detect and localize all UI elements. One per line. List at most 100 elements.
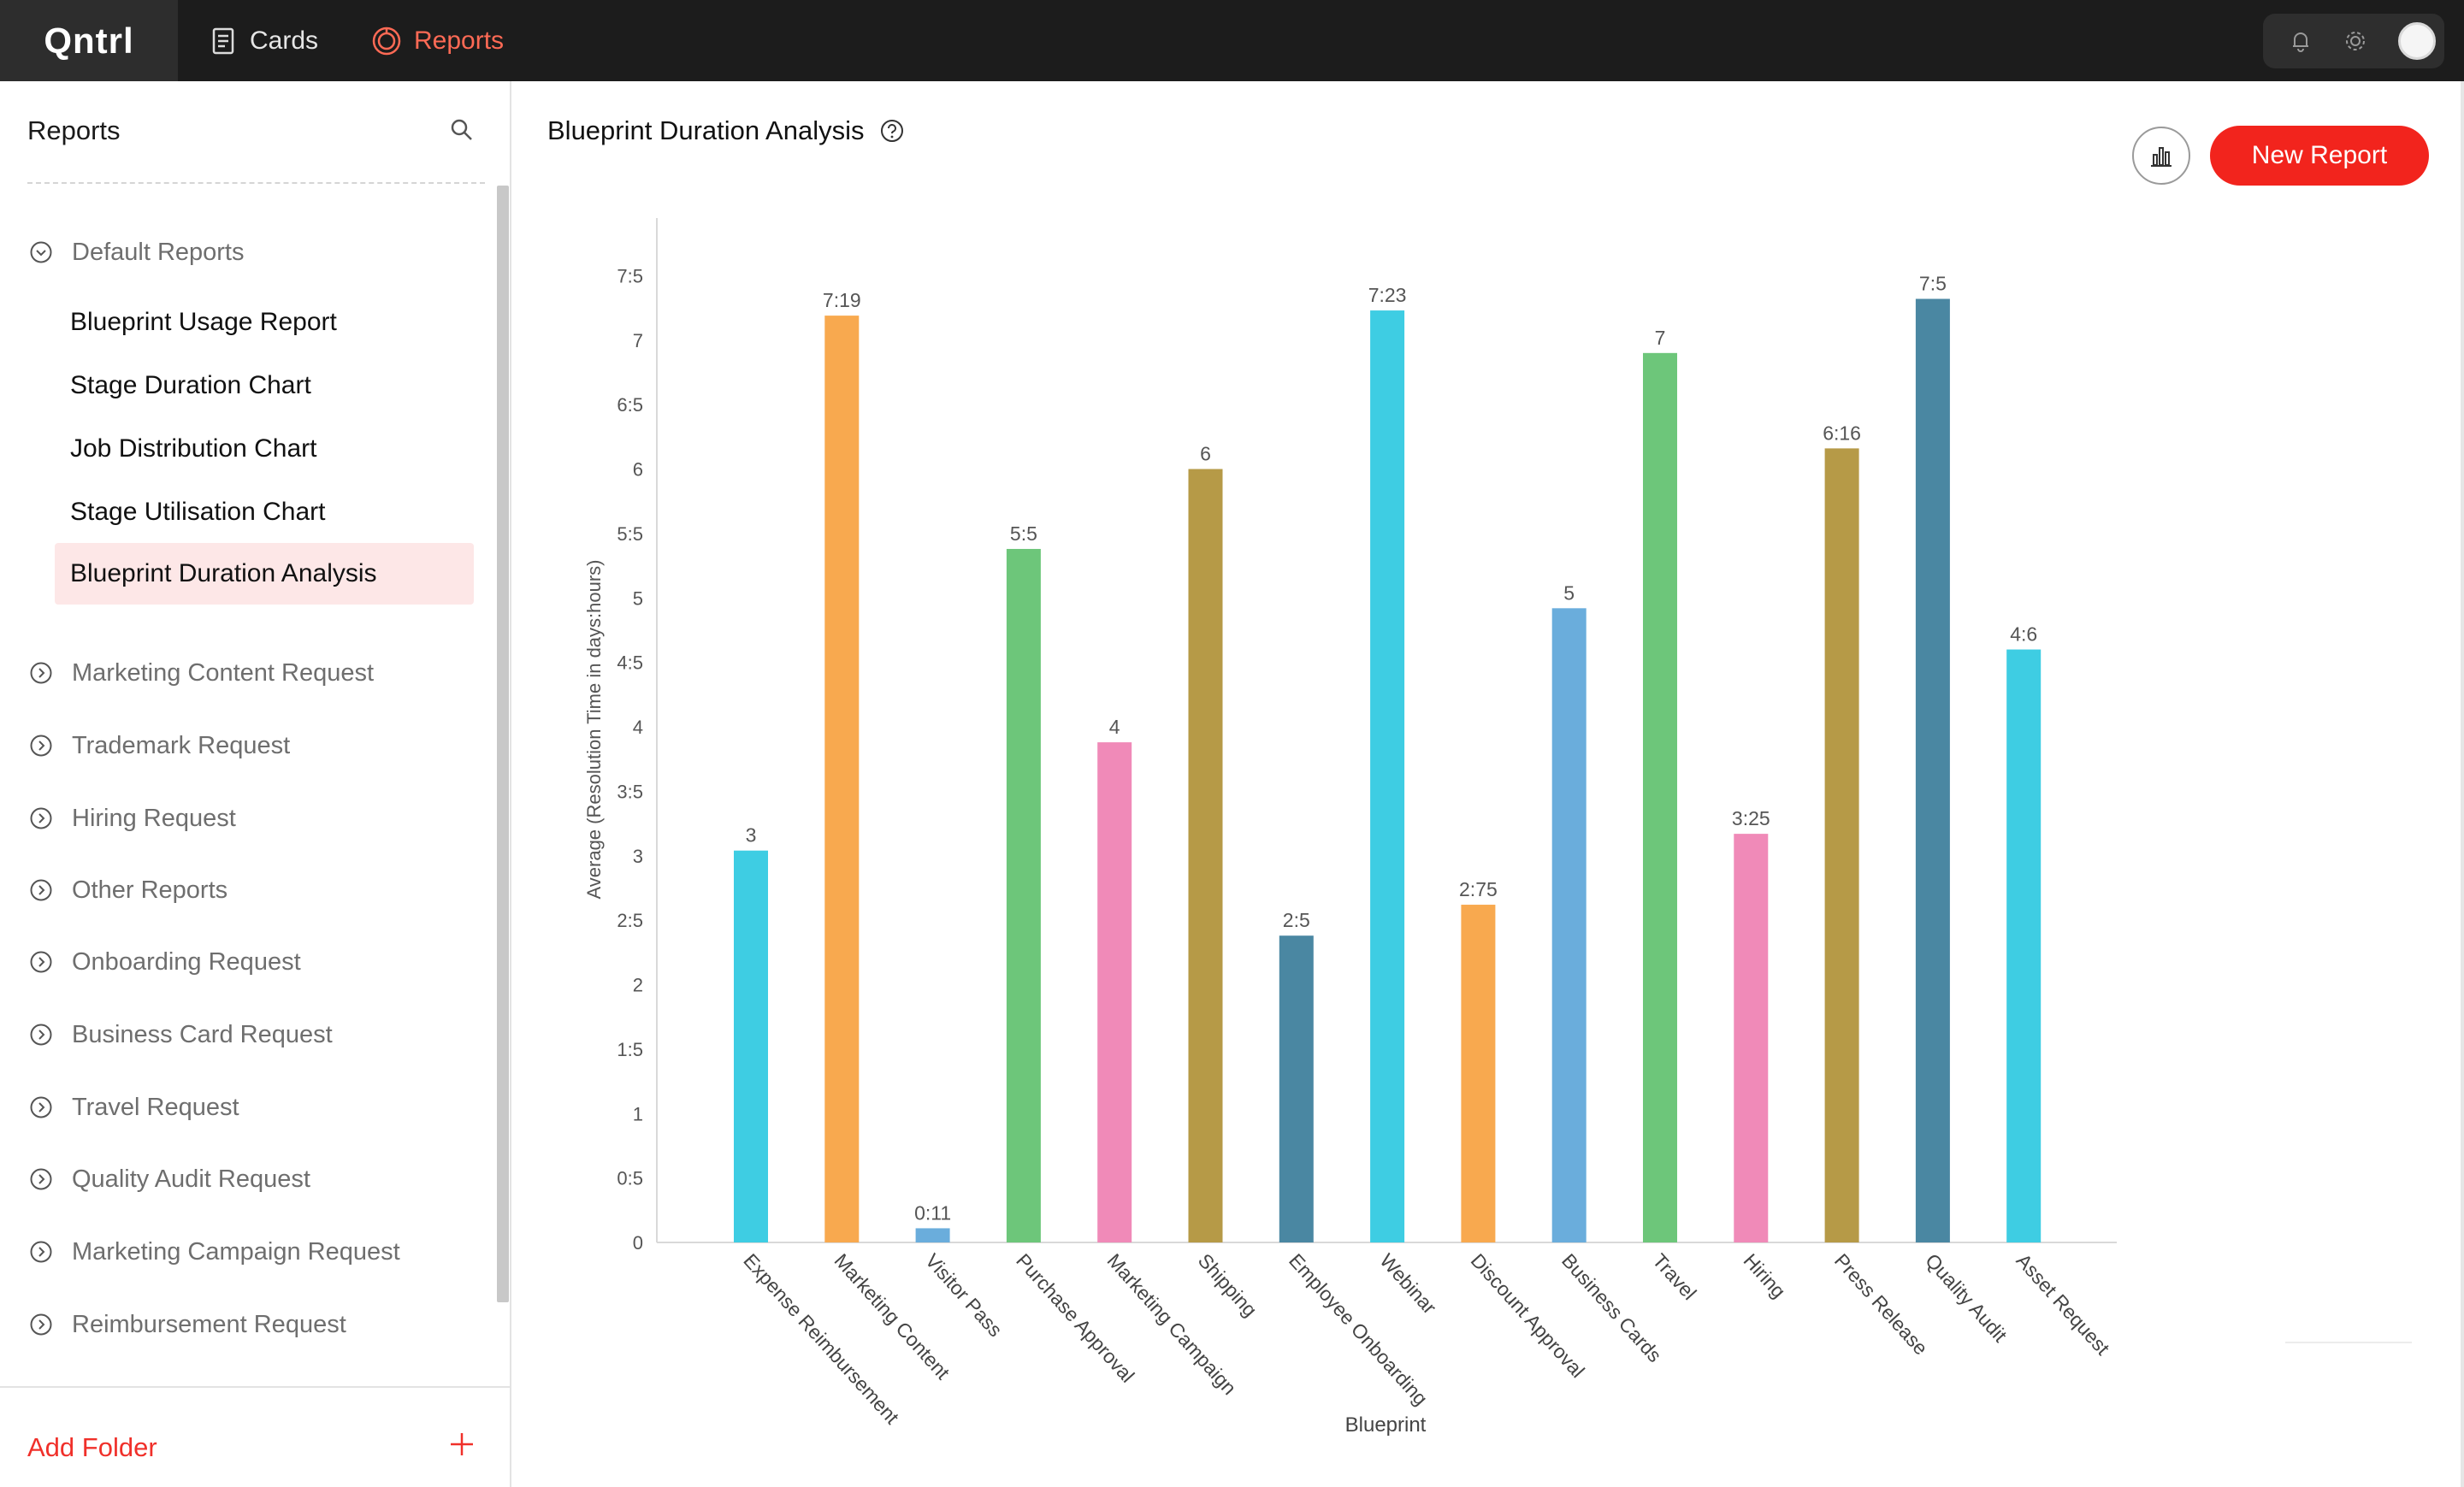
- folder-label: Hiring Request: [72, 804, 236, 832]
- help-icon[interactable]: [879, 118, 905, 144]
- bar-value-label: 4:6: [2010, 623, 2037, 646]
- plus-icon[interactable]: [448, 1431, 476, 1462]
- bar: [915, 1228, 950, 1242]
- bar-value-label: 7: [1655, 327, 1666, 349]
- y-tick-label: 6: [633, 459, 643, 481]
- report-item-label: Stage Duration Chart: [70, 371, 311, 399]
- chevron-right-icon: [30, 662, 52, 684]
- y-tick-label: 6:5: [617, 394, 643, 416]
- folder-reimbursement[interactable]: Reimbursement Request: [29, 1307, 346, 1342]
- x-axis-title: Blueprint: [1345, 1413, 1427, 1437]
- bar-value-label: 2:75: [1459, 878, 1498, 900]
- bar: [734, 850, 768, 1242]
- folder-other-reports[interactable]: Other Reports: [29, 873, 227, 907]
- y-tick-label: 4:5: [617, 652, 643, 674]
- reports-icon: [372, 27, 401, 55]
- report-item-stage-duration[interactable]: Stage Duration Chart: [55, 355, 474, 416]
- report-item-label: Stage Utilisation Chart: [70, 498, 326, 526]
- logo-text: Qntrl: [44, 20, 134, 61]
- bar: [1279, 935, 1314, 1242]
- folder-default-reports[interactable]: Default Reports: [29, 235, 245, 269]
- sidebar-footer: Add Folder: [0, 1386, 510, 1487]
- top-tools: [2263, 14, 2444, 68]
- cards-icon: [212, 27, 234, 54]
- folder-label: Marketing Content Request: [72, 658, 375, 687]
- bar-value-label: 2:5: [1283, 909, 1310, 931]
- chevron-right-icon: [30, 1096, 52, 1118]
- bar: [1643, 352, 1677, 1243]
- add-folder-button[interactable]: Add Folder: [27, 1432, 157, 1462]
- bar-value-label: 5:5: [1010, 522, 1037, 545]
- bar-value-label: 4: [1109, 716, 1120, 738]
- x-tick-label: Travel: [1648, 1249, 1701, 1304]
- folder-label: Onboarding Request: [72, 947, 301, 976]
- y-tick-label: 5: [633, 587, 643, 609]
- report-item-blueprint-duration[interactable]: Blueprint Duration Analysis: [55, 543, 474, 605]
- folder-travel[interactable]: Travel Request: [29, 1090, 239, 1124]
- y-tick-label: 2:5: [617, 910, 643, 931]
- gear-icon[interactable]: [2342, 27, 2369, 55]
- x-tick-label: Shipping: [1194, 1249, 1262, 1321]
- bar-value-label: 6:16: [1823, 422, 1861, 444]
- bar: [1824, 448, 1859, 1242]
- y-tick-label: 0:5: [617, 1168, 643, 1189]
- y-tick-label: 0: [633, 1232, 643, 1254]
- y-tick-label: 5:5: [617, 523, 643, 545]
- chevron-right-icon: [30, 951, 52, 973]
- folder-hiring[interactable]: Hiring Request: [29, 801, 236, 835]
- bar: [1734, 834, 1769, 1242]
- bar-value-label: 3: [746, 824, 757, 847]
- search-icon[interactable]: [449, 117, 475, 147]
- chart-type-button[interactable]: [2132, 127, 2190, 185]
- bar: [1461, 905, 1496, 1242]
- y-tick-label: 4: [633, 717, 643, 738]
- new-report-button[interactable]: New Report: [2210, 126, 2429, 186]
- x-tick-label: Asset Request: [2012, 1249, 2114, 1360]
- sidebar-title: Reports: [27, 115, 121, 145]
- x-tick-label: Quality Audit: [1921, 1249, 2012, 1347]
- bar-value-label: 5: [1563, 581, 1575, 604]
- chevron-right-icon: [30, 1024, 52, 1046]
- bar: [1370, 310, 1405, 1242]
- x-tick-label: Expense Reimbursement: [739, 1249, 904, 1429]
- report-item-stage-utilisation[interactable]: Stage Utilisation Chart: [55, 481, 474, 543]
- bell-icon[interactable]: [2287, 27, 2314, 55]
- page-title: Blueprint Duration Analysis: [547, 115, 905, 146]
- folder-business-card[interactable]: Business Card Request: [29, 1018, 333, 1052]
- folder-trademark[interactable]: Trademark Request: [29, 729, 290, 763]
- chevron-right-icon: [30, 879, 52, 901]
- reports-sidebar: Reports Default Reports Blueprint Usage …: [0, 81, 511, 1487]
- folder-marketing-content[interactable]: Marketing Content Request: [29, 656, 374, 690]
- divider: [2285, 1342, 2412, 1343]
- folder-marketing-campaign[interactable]: Marketing Campaign Request: [29, 1235, 400, 1269]
- folder-label: Default Reports: [72, 238, 245, 266]
- report-title: Blueprint Duration Analysis: [547, 115, 865, 145]
- folder-label: Quality Audit Request: [72, 1165, 310, 1193]
- x-tick-label: Webinar: [1375, 1249, 1441, 1319]
- chevron-down-icon: [30, 241, 52, 263]
- report-item-label: Blueprint Duration Analysis: [70, 559, 377, 587]
- folder-label: Travel Request: [72, 1093, 239, 1121]
- nav-cards[interactable]: Cards: [209, 0, 318, 81]
- app-logo[interactable]: Qntrl: [0, 0, 178, 81]
- report-item-job-distribution[interactable]: Job Distribution Chart: [55, 418, 474, 480]
- chevron-right-icon: [30, 1241, 52, 1263]
- chevron-right-icon: [30, 807, 52, 829]
- chevron-right-icon: [30, 1168, 52, 1190]
- y-tick-label: 7:5: [617, 265, 643, 286]
- x-tick-label: Press Release: [1830, 1249, 1932, 1360]
- bar-chart-icon: [2151, 147, 2172, 167]
- folder-quality-audit[interactable]: Quality Audit Request: [29, 1162, 310, 1196]
- folder-label: Reimbursement Request: [72, 1310, 346, 1338]
- bar: [1551, 608, 1587, 1242]
- nav-reports[interactable]: Reports: [371, 0, 504, 81]
- sidebar-scrollbar[interactable]: [497, 186, 509, 1302]
- y-axis-title: Average (Resolution Time in days:hours): [583, 559, 605, 899]
- report-item-blueprint-usage[interactable]: Blueprint Usage Report: [55, 292, 474, 353]
- folder-onboarding[interactable]: Onboarding Request: [29, 945, 301, 979]
- sidebar-header: Reports: [27, 115, 485, 184]
- y-tick-label: 3:5: [617, 781, 643, 802]
- avatar[interactable]: [2398, 22, 2436, 60]
- folder-label: Marketing Campaign Request: [72, 1237, 400, 1266]
- bar-value-label: 0:11: [914, 1201, 951, 1224]
